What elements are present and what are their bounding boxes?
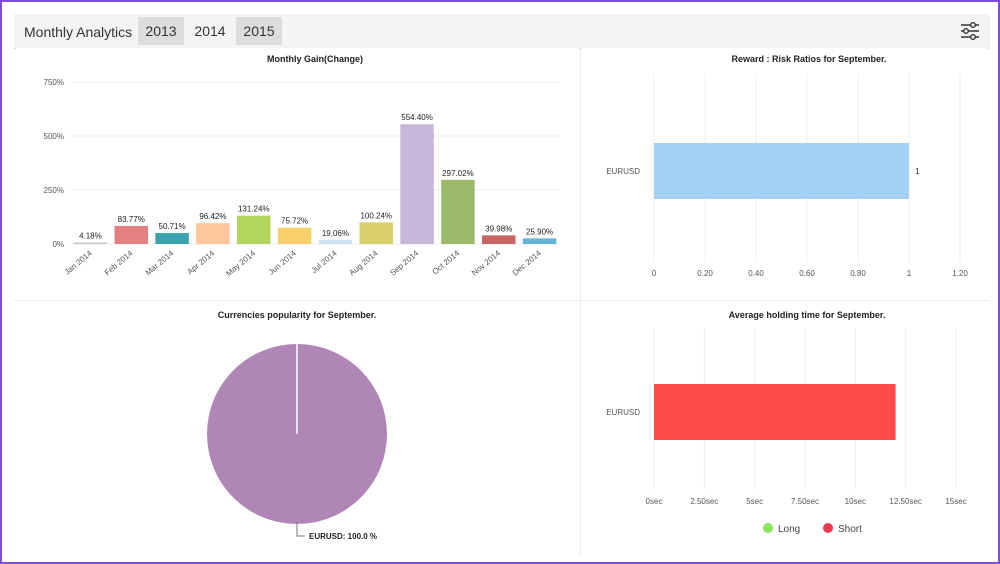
x-tick-label: Feb 2014 bbox=[103, 248, 135, 277]
bar-apr-2014 bbox=[196, 223, 230, 244]
holding-time-chart: Average holding time for September. 0sec 2… bbox=[606, 310, 966, 535]
toolbar: Monthly Analytics 2013 2014 2015 bbox=[14, 14, 990, 49]
page-title: Monthly Analytics bbox=[24, 24, 133, 40]
y-tick-label: 500% bbox=[44, 132, 64, 141]
bar-jun-2014 bbox=[277, 227, 312, 244]
x-tick-label: Jun 2014 bbox=[267, 248, 298, 276]
y-category-label: EURUSD bbox=[606, 167, 640, 176]
x-tick-label: 2.50sec bbox=[690, 497, 718, 506]
y-tick-label: 250% bbox=[44, 186, 64, 195]
data-label: 554.40% bbox=[401, 113, 433, 122]
x-tick-label: Dec 2014 bbox=[511, 248, 543, 277]
bar-mar-2014 bbox=[155, 233, 189, 244]
data-label: 131.24% bbox=[238, 205, 270, 214]
chart-title: Monthly Gain(Change) bbox=[267, 54, 363, 64]
bar-aug-2014 bbox=[359, 222, 393, 244]
x-tick-label: Aug 2014 bbox=[348, 248, 380, 277]
reward-risk-panel: Reward : Risk Ratios for September. 0 0.20… bbox=[582, 48, 988, 298]
data-label: 50.71% bbox=[159, 222, 186, 231]
holding-time-panel: Average holding time for September. 0sec 2… bbox=[582, 302, 988, 556]
chart-title: Average holding time for September. bbox=[729, 310, 886, 320]
x-tick-label: 1.20 bbox=[952, 269, 968, 278]
data-label: 1 bbox=[915, 167, 920, 176]
bar-eurusd bbox=[654, 143, 909, 199]
bar-sep-2014 bbox=[400, 124, 434, 244]
y-category-label: EURUSD bbox=[606, 408, 640, 417]
data-label: 83.77% bbox=[118, 215, 145, 224]
bar-oct-2014 bbox=[441, 179, 475, 244]
x-tick-label: 1 bbox=[907, 269, 912, 278]
x-tick-label: 12.50sec bbox=[889, 497, 921, 506]
x-tick-label: Jul 2014 bbox=[310, 248, 339, 275]
currencies-pie-chart: Currencies popularity for September. EURU… bbox=[207, 310, 387, 541]
data-label: 75.72% bbox=[281, 217, 308, 226]
x-tick-label: 0.40 bbox=[748, 269, 764, 278]
reward-risk-chart: Reward : Risk Ratios for September. 0 0.20… bbox=[606, 54, 968, 278]
x-tick-label: Sep 2014 bbox=[388, 248, 420, 277]
data-label: 19.06% bbox=[322, 229, 349, 238]
x-tick-label: 7.50sec bbox=[791, 497, 819, 506]
x-tick-label: 5sec bbox=[746, 497, 763, 506]
chart-title: Reward : Risk Ratios for September. bbox=[731, 54, 886, 64]
y-tick-label: 750% bbox=[44, 78, 64, 87]
data-label: 4.18% bbox=[79, 232, 102, 241]
pie-label: EURUSD: 100.0 % bbox=[309, 532, 377, 541]
monthly-gain-chart: Monthly Gain(Change) 0% 250% 500% 750% 4.18% J… bbox=[44, 54, 560, 278]
bar-dec-2014 bbox=[522, 238, 557, 244]
currencies-panel: Currencies popularity for September. EURU… bbox=[16, 302, 578, 556]
x-tick-label: Apr 2014 bbox=[186, 248, 217, 276]
x-tick-label: 15sec bbox=[945, 497, 966, 506]
x-tick-label: 0.20 bbox=[697, 269, 713, 278]
y-tick-label: 0% bbox=[52, 240, 64, 249]
legend-marker-short bbox=[823, 523, 833, 533]
chart-title: Currencies popularity for September. bbox=[218, 310, 377, 320]
bar-jan-2014 bbox=[73, 242, 108, 244]
data-label: 100.24% bbox=[360, 211, 392, 220]
x-tick-label: 10sec bbox=[845, 497, 866, 506]
data-label: 297.02% bbox=[442, 169, 474, 178]
vertical-divider bbox=[580, 48, 581, 556]
x-tick-label: Nov 2014 bbox=[470, 248, 502, 277]
x-tick-label: Jan 2014 bbox=[63, 248, 94, 276]
tab-2014[interactable]: 2014 bbox=[186, 17, 234, 45]
x-tick-label: Mar 2014 bbox=[144, 248, 176, 277]
bar-feb-2014 bbox=[114, 225, 148, 244]
legend-label-short: Short bbox=[838, 524, 862, 535]
horizontal-divider bbox=[14, 300, 990, 301]
x-tick-label: May 2014 bbox=[224, 248, 257, 278]
x-tick-label: 0.80 bbox=[850, 269, 866, 278]
data-label: 25.90% bbox=[526, 227, 553, 236]
tab-2013[interactable]: 2013 bbox=[138, 17, 184, 45]
data-label: 96.42% bbox=[199, 212, 226, 221]
x-tick-label: Oct 2014 bbox=[431, 248, 462, 276]
bar-nov-2014 bbox=[482, 235, 516, 244]
bar-jul-2014 bbox=[318, 239, 353, 244]
bar-may-2014 bbox=[237, 215, 271, 244]
monthly-gain-panel: Monthly Gain(Change) 0% 250% 500% 750% 4.18% J… bbox=[16, 48, 578, 298]
pie-label-leader bbox=[296, 522, 305, 537]
x-tick-label: 0 bbox=[652, 269, 657, 278]
x-tick-label: 0.60 bbox=[799, 269, 815, 278]
legend-label-long: Long bbox=[778, 524, 800, 535]
bar-eurusd bbox=[654, 384, 896, 440]
sliders-icon[interactable] bbox=[958, 19, 982, 43]
data-label: 39.98% bbox=[485, 224, 512, 233]
tab-2015[interactable]: 2015 bbox=[236, 17, 282, 45]
legend-marker-long bbox=[763, 523, 773, 533]
x-tick-label: 0sec bbox=[646, 497, 663, 506]
